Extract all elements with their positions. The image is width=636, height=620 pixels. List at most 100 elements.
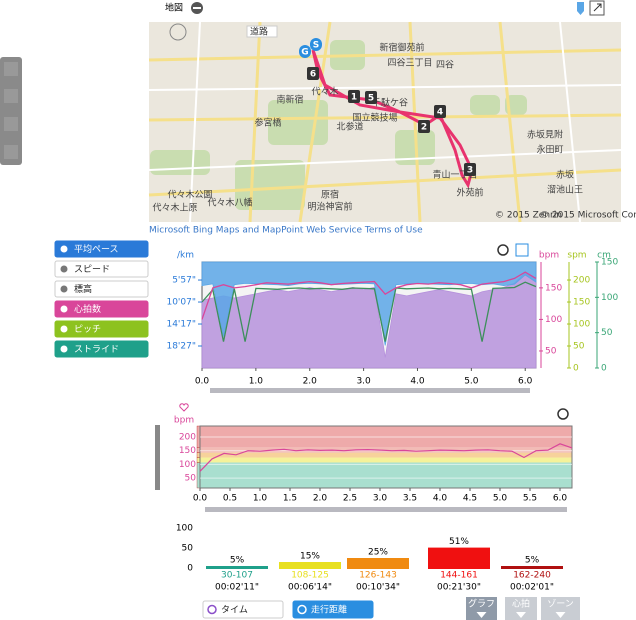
tab-button[interactable] [466,597,497,620]
route-marker-label: 1 [351,93,357,103]
x-tick-label: 3.0 [373,494,388,504]
metric-button-label[interactable]: 標高 [74,283,92,295]
metric-button[interactable] [54,320,149,338]
map-road [148,48,622,62]
category-label: 162-240 [513,571,551,581]
y-tick-label: 50 [573,342,585,352]
sidebar-button[interactable] [4,89,18,103]
line-series [201,271,537,320]
x-mode-label[interactable]: タイム [221,605,248,616]
metric-button-label[interactable]: ストライド [74,344,119,355]
route-marker [464,163,476,176]
line-series [199,443,573,472]
route-marker [434,105,446,118]
route-marker [310,38,322,51]
metric-icon [60,245,68,253]
value-label: 5% [525,556,540,566]
map-compass[interactable] [169,23,187,41]
map-label: 四谷 [436,60,454,71]
tab-label[interactable]: グラフ [468,598,495,610]
x-tick-label: 6.0 [553,494,568,504]
zone-bar [347,558,409,568]
road-menu[interactable] [246,25,278,38]
map-road [148,168,622,197]
x-mode-button[interactable] [292,600,374,619]
metric-button[interactable] [54,240,149,258]
tab-button[interactable] [541,597,580,620]
map-road [189,21,201,223]
map-label: 新宿御苑前 [379,42,424,54]
map-terms-link[interactable]: Microsoft Bing Maps and MapPoint Web Ser… [149,226,423,236]
map-label: 代々木八幡 [207,197,252,209]
x-tick-label: 4.5 [463,494,477,504]
y-tick-label: 150 [601,258,618,268]
metric-button[interactable] [54,280,149,298]
road-menu-label[interactable]: 道路 [250,26,268,38]
y-tick-label: 150 [545,283,562,293]
scrollbar[interactable] [205,507,567,512]
map-label: 永田町 [536,144,563,156]
metric-button-label[interactable]: スピード [74,264,110,275]
metric-button[interactable] [54,300,149,318]
sidebar-button[interactable] [4,117,18,131]
value-label: 5% [230,556,245,566]
metric-icon [60,265,68,273]
route-marker-label: 3 [467,166,473,176]
y-tick-label: 100 [545,315,562,325]
y-tick-label: 0 [187,564,193,574]
map-title: 地図 [165,2,183,14]
y-tick-label: 0 [601,364,607,374]
tab-button[interactable] [505,597,537,620]
tab-label[interactable]: 心拍 [512,598,530,610]
y-tick-label: 50 [185,474,197,484]
metric-icon [60,305,68,313]
metric-icon [60,345,68,353]
y-tick-label: 100 [176,524,193,534]
route-marker [418,120,430,133]
y-tick-label: 100 [601,293,618,303]
zone-time: 00:02'01" [510,583,554,593]
map-label: 千駄ケ谷 [372,97,408,109]
zone-time: 00:06'14" [288,583,332,593]
metric-button-label[interactable]: 心拍数 [74,303,101,315]
route-marker-label: 5 [368,94,374,104]
route-marker [365,91,377,104]
x-tick-label: 6.0 [518,377,533,387]
map-label: 代々木公園 [167,189,212,201]
sidebar-button[interactable] [4,145,18,159]
scrollbar[interactable] [210,388,530,393]
tab-arrow [516,612,526,618]
y-tick-label: 5'57" [172,276,196,286]
sidebar-button[interactable] [4,62,18,76]
plot-border [199,425,573,489]
route-marker-label: 2 [421,123,427,133]
area-series [201,272,537,369]
x-tick-label: 2.0 [303,377,318,387]
metric-button-label[interactable]: 平均ペース [74,243,119,255]
reset-icon[interactable] [557,408,569,420]
map-label: 国立競技場 [352,112,397,124]
metric-button[interactable] [54,340,149,358]
map-label: 原宿 [321,189,339,201]
metric-button[interactable] [54,260,149,278]
zoom-icon[interactable] [515,243,529,257]
y-tick-label: 50 [182,544,194,554]
value-label: 25% [368,548,388,558]
pin-icon[interactable] [577,2,584,15]
collapse-icon [193,7,201,9]
map-label: 赤坂見附 [527,129,563,141]
x-mode-button[interactable] [202,600,284,619]
y-tick-label: 50 [545,346,557,356]
map-copyright: © 2015 Microsoft Corporation [540,211,636,221]
y-tick-label: 150 [179,446,196,456]
x-tick-label: 4.0 [410,377,425,387]
x-tick-label: 0.0 [195,377,210,387]
category-label: 108-125 [291,571,329,581]
reset-icon[interactable] [497,244,509,256]
hr-zone [200,452,572,458]
metric-button-label[interactable]: ピッチ [74,324,101,335]
x-tick-label: 5.0 [493,494,508,504]
x-mode-label[interactable]: 走行距離 [311,604,347,616]
map-label: 赤坂 [556,170,574,181]
tab-label[interactable]: ゾーン [547,599,574,610]
